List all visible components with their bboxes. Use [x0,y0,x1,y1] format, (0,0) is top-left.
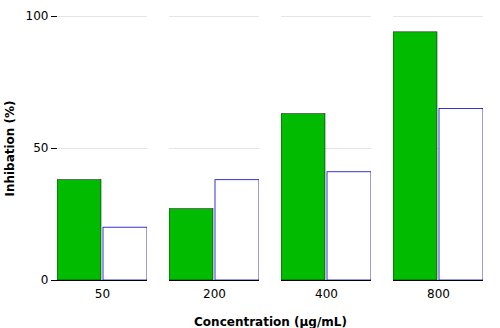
svg-text:800: 800 [427,287,450,301]
svg-text:Inhibation (%): Inhibation (%) [3,100,17,196]
svg-text:200: 200 [203,287,226,301]
svg-text:Concentration (μg/mL): Concentration (μg/mL) [194,315,347,328]
svg-text:50: 50 [95,287,110,301]
svg-text:0: 0 [41,273,49,287]
svg-text:100: 100 [26,9,49,23]
svg-text:400: 400 [315,287,338,301]
svg-text:50: 50 [33,141,48,155]
